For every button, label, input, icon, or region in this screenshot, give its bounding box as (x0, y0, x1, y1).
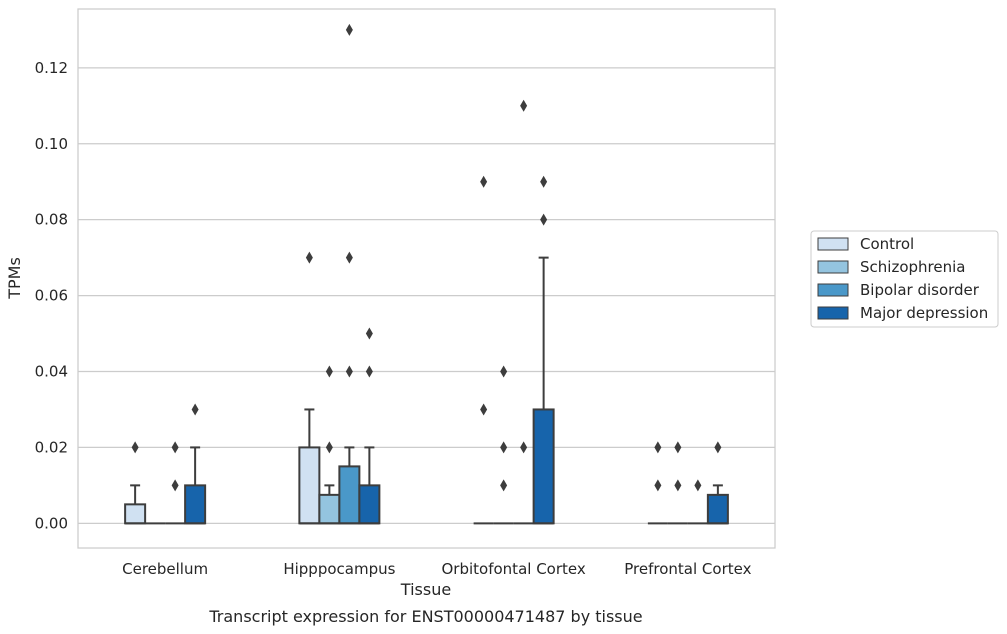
outlier-point (131, 441, 139, 454)
x-axis-ticks: Cerebellum Hipppocampus Orbitofontal Corte… (122, 560, 751, 578)
legend-label: Major depression (860, 304, 988, 322)
box-group (647, 441, 668, 525)
legend-swatch (817, 237, 849, 251)
box (706, 493, 729, 525)
box-group (124, 441, 147, 525)
box (318, 493, 341, 525)
outlier-point (500, 441, 508, 454)
x-tick-label: Orbitofontal Cortex (442, 560, 586, 578)
x-tick-label: Cerebellum (122, 560, 208, 578)
outlier-point (674, 479, 682, 492)
x-axis-title: Tissue (400, 580, 451, 599)
outlier-point (500, 365, 508, 378)
box-group (532, 175, 555, 525)
outlier-point (654, 479, 662, 492)
box (358, 484, 381, 525)
box (184, 484, 207, 525)
x-tick-label: Hipppocampus (283, 560, 395, 578)
outlier-point (694, 479, 702, 492)
legend-label: Schizophrenia (860, 258, 965, 276)
box (532, 408, 555, 525)
y-tick-label: 0.02 (35, 438, 68, 456)
legend-swatch (817, 306, 849, 320)
box-group (513, 99, 534, 525)
box-group (184, 403, 207, 525)
outlier-point (480, 403, 488, 416)
outlier-point (520, 441, 528, 454)
plot-frame (77, 8, 776, 549)
outlier-point (480, 175, 488, 188)
outlier-point (325, 441, 333, 454)
box-group (706, 441, 729, 525)
y-tick-label: 0.04 (35, 362, 68, 380)
legend-label: Bipolar disorder (860, 281, 980, 299)
box-group (687, 479, 708, 525)
legend-frame (810, 230, 999, 328)
outlier-point (540, 213, 548, 226)
grid-lines (78, 67, 775, 524)
outlier-point (540, 175, 548, 188)
outlier-point (191, 403, 199, 416)
outlier-point (714, 441, 722, 454)
box-group (318, 365, 341, 525)
legend-swatch (817, 260, 849, 274)
legend: Control Schizophrenia Bipolar disorder Majo… (810, 230, 999, 328)
outlier-point (345, 365, 353, 378)
outlier-point (345, 23, 353, 36)
outlier-point (654, 441, 662, 454)
outlier-point (171, 441, 179, 454)
boxplot-series (124, 23, 729, 525)
outlier-point (674, 441, 682, 454)
y-tick-label: 0.10 (35, 135, 68, 153)
y-axis-ticks: 0.00 0.02 0.04 0.06 0.08 0.10 0.12 (35, 59, 68, 532)
outlier-point (365, 327, 373, 340)
legend-label: Control (860, 235, 914, 253)
y-tick-label: 0.12 (35, 59, 68, 77)
box-group (165, 441, 186, 525)
outlier-point (520, 99, 528, 112)
box (298, 446, 321, 525)
box-group (358, 327, 381, 525)
box-group (493, 365, 514, 525)
outlier-point (345, 251, 353, 264)
outlier-point (325, 365, 333, 378)
outlier-point (305, 251, 313, 264)
chart-caption: Transcript expression for ENST0000047148… (208, 607, 642, 626)
box (338, 465, 361, 525)
outlier-point (365, 365, 373, 378)
legend-swatch (817, 283, 849, 297)
y-tick-label: 0.08 (35, 211, 68, 229)
x-tick-label: Prefrontal Cortex (624, 560, 751, 578)
y-axis-title: TPMs (5, 257, 24, 300)
box-group (298, 251, 321, 525)
y-tick-label: 0.00 (35, 514, 68, 532)
box-group (338, 23, 361, 525)
outlier-point (500, 479, 508, 492)
box (124, 503, 147, 525)
box-group (667, 441, 688, 525)
box-group (473, 175, 494, 525)
y-tick-label: 0.06 (35, 287, 68, 305)
outlier-point (171, 479, 179, 492)
